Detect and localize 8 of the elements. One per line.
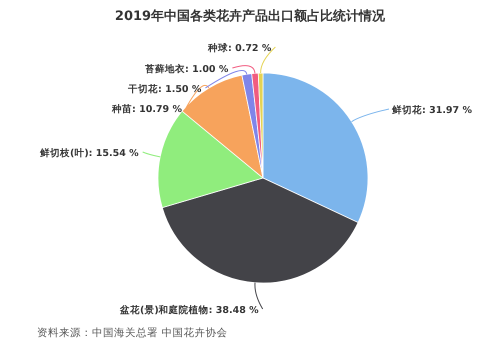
text: 资料来源：中国海关总署 中国花卉协会 <box>37 326 228 339</box>
chart-title: 2019年中国各类花卉产品出口额占比统计情况 <box>114 8 386 24</box>
slice-label: 种球: 0.72 % <box>207 42 272 54</box>
slice-label: 鲜切枝(叶): 15.54 % <box>39 147 140 159</box>
slice-label: 苔藓地衣: 1.00 % <box>144 63 229 75</box>
slice-label: 种苗: 10.79 % <box>111 103 182 115</box>
slice-label: 鲜切花: 31.97 % <box>391 104 472 116</box>
slice-label: 盆花(景)和庭院植物: 38.48 % <box>119 304 260 316</box>
